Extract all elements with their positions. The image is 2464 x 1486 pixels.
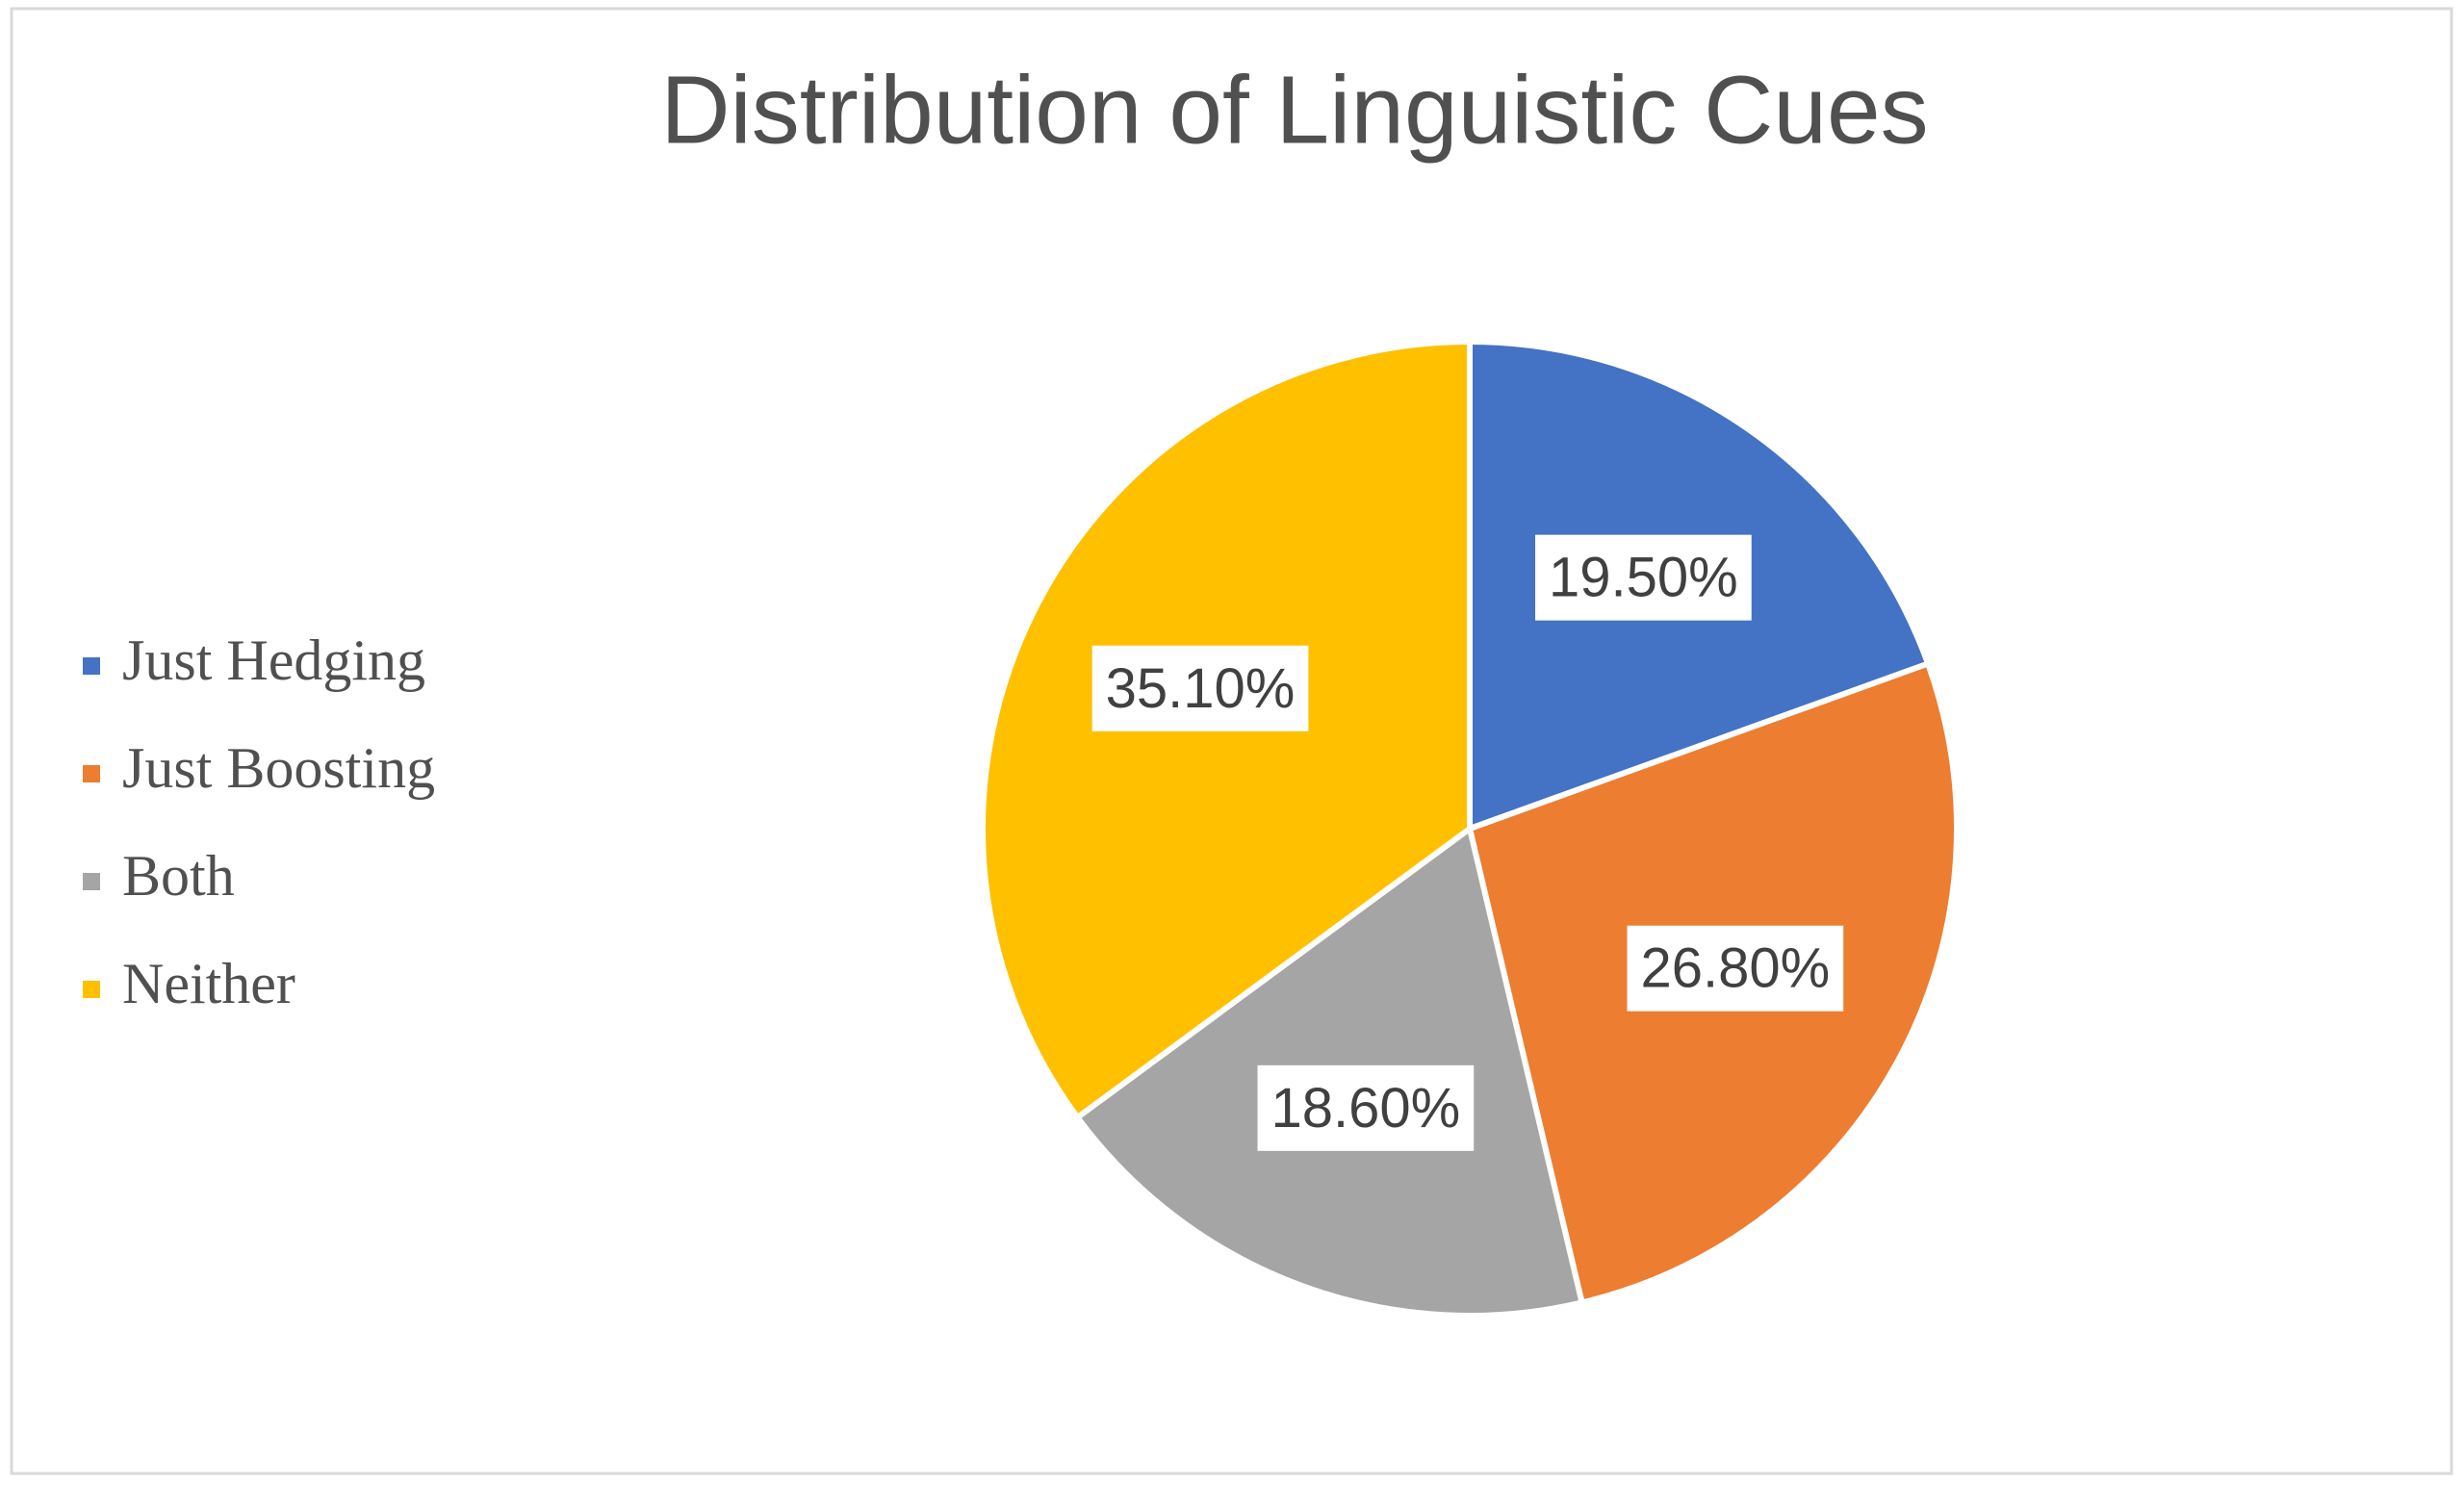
value-label-bg — [1627, 925, 1844, 1012]
value-label-bg — [1257, 1064, 1475, 1151]
value-label: 18.60% — [1271, 1077, 1461, 1140]
value-label-bg — [1091, 645, 1309, 731]
legend-marker — [83, 765, 100, 782]
value-label: 19.50% — [1549, 547, 1738, 609]
legend-label: Both — [122, 844, 235, 908]
legend-label: Neither — [122, 952, 295, 1015]
value-label: 26.80% — [1640, 937, 1830, 1000]
chart-title: Distribution of Linguistic Cues — [660, 56, 1928, 164]
legend-marker — [83, 873, 100, 890]
legend-label: Just Boosting — [122, 736, 435, 800]
legend-label: Just Hedging — [122, 628, 425, 692]
value-label: 35.10% — [1106, 657, 1296, 720]
value-label-bg — [1535, 534, 1752, 621]
legend-marker — [83, 657, 100, 675]
legend-marker — [83, 981, 100, 998]
